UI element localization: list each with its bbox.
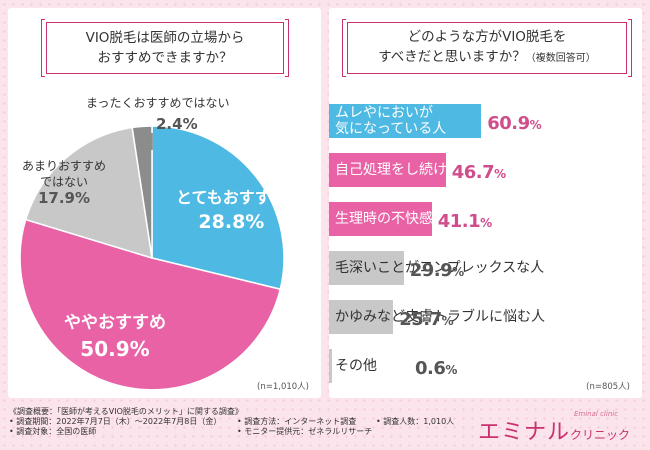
bar-kebukai-value: 29.9%	[410, 260, 464, 281]
bar-question-line-2: すべきだと思いますか？（複数回答可）	[378, 47, 596, 69]
bar-kebukai-value-number: 29.9	[409, 260, 453, 281]
logo-suffix-text: クリニック	[570, 428, 631, 442]
pie-slice-amari	[24, 126, 153, 260]
bar-kayumi-label-line-1: かゆみなど皮膚トラブルに悩む人	[335, 309, 545, 325]
bar-jiko-shori-value-unit: %	[494, 167, 506, 181]
pie-chart	[19, 125, 285, 391]
bar-mure-nioi-value-unit: %	[529, 118, 542, 132]
logo-text: エミナルクリニック	[478, 414, 630, 446]
bar-question-line-1: どのような方がVIO脱毛を	[407, 29, 567, 45]
bar-seiri-value-number: 41.1	[437, 211, 481, 232]
bar-sonota-label-line-1: その他	[335, 358, 377, 374]
bar-mure-nioi-row: ムレやにおいが 気になっている人 60.9%	[329, 100, 642, 140]
pie-label-amari-line-2: ではない	[40, 175, 89, 189]
bar-mure-nioi-value: 60.9%	[487, 113, 541, 134]
bar-mure-nioi-label-line-1: ムレやにおいが	[335, 105, 433, 121]
bar-seiri-label: 生理時の不快感がある人	[335, 198, 489, 240]
pie-question-line-1: VIO脱毛は医師の立場から	[85, 30, 245, 46]
logo-main-text: エミナル	[478, 420, 571, 445]
bar-kayumi-value-unit: %	[441, 314, 454, 328]
bar-sample-size: (n=805人)	[586, 382, 630, 392]
bar-seiri-value: 41.1%	[438, 211, 492, 232]
bar-mure-nioi-value-number: 60.9	[487, 113, 530, 134]
pie-label-yaya-name: ややおすすめ	[64, 313, 166, 333]
bar-kebukai-label: 毛深いことがコンプレックスな人	[335, 247, 544, 289]
bar-sonota-value: 0.6%	[415, 358, 457, 379]
pie-label-mattaku-name: まったくおすすめではない	[86, 96, 230, 110]
survey-method: • 調査方法：インターネット調査	[237, 417, 357, 426]
bar-jiko-shori-value: 46.7%	[452, 162, 506, 183]
bar-jiko-shori-row: 自己処理をし続けている人 46.7%	[329, 149, 642, 189]
survey-period: • 調査期間：2022年7月7日（木）〜2022年7月8日（金）	[9, 417, 222, 426]
bar-panel: どのような方がVIO脱毛を すべきだと思いますか？（複数回答可） ムレやにおいが…	[329, 8, 642, 398]
bar-kayumi-value-number: 25.7	[399, 309, 442, 330]
bar-jiko-shori-fill	[329, 153, 446, 187]
bar-mure-nioi-label: ムレやにおいが 気になっている人	[335, 100, 446, 142]
bar-question-box: どのような方がVIO脱毛を すべきだと思いますか？（複数回答可）	[342, 19, 632, 77]
bar-sonota-label: その他	[335, 345, 377, 387]
pie-label-totemo: とてもおすすめ 28.8%	[176, 186, 287, 234]
bar-mure-nioi-fill	[329, 104, 482, 138]
pie-question-box: VIO脱毛は医師の立場から おすすめできますか？	[41, 19, 289, 77]
survey-target: • 調査対象：全国の医師	[9, 427, 97, 436]
pie-slice-mattaku	[131, 125, 153, 259]
bar-kebukai-label-line-1: 毛深いことがコンプレックスな人	[335, 260, 545, 276]
bar-sonota-row: その他 0.6%	[329, 345, 642, 385]
bar-kayumi-value: 25.7%	[399, 309, 453, 330]
pie-slice-yaya	[19, 218, 282, 391]
pie-value-totemo: 28.8%	[198, 211, 265, 233]
bar-jiko-shori-value-number: 46.7	[451, 162, 495, 183]
survey-count: • 調査人数：1,010人	[376, 417, 455, 426]
survey-provider: • モニター提供元：ゼネラルリサーチ	[237, 427, 373, 436]
pie-value-mattaku: 2.4%	[156, 115, 198, 133]
survey-title: 《調査概要：「医師が考えるVIO脱毛のメリット」に関する調査》	[9, 407, 243, 416]
pie-sample-size: (n=1,010人)	[257, 382, 309, 392]
bar-seiri-fill	[329, 202, 432, 236]
bar-seiri-row: 生理時の不快感がある人 41.1%	[329, 198, 642, 238]
bar-question-note: （複数回答可）	[525, 53, 596, 64]
bar-sonota-fill	[329, 349, 332, 383]
clinic-logo: Eminal clinic エミナルクリニック	[478, 410, 646, 446]
pie-panel: VIO脱毛は医師の立場から おすすめできますか？ まったくおすすめではない 2.…	[8, 8, 321, 398]
pie-label-yaya: ややおすすめ 50.9%	[64, 310, 166, 362]
logo-english: Eminal clinic	[574, 410, 619, 418]
bar-kayumi-fill	[329, 300, 394, 334]
pie-label-totemo-name: とてもおすすめ	[176, 188, 287, 207]
bar-sonota-value-unit: %	[445, 363, 457, 377]
bar-kayumi-label: かゆみなど皮膚トラブルに悩む人	[335, 296, 545, 338]
bar-seiri-value-unit: %	[480, 216, 492, 230]
bar-question-line-2-text: すべきだと思いますか？	[378, 49, 526, 65]
bar-kayumi-row: かゆみなど皮膚トラブルに悩む人 25.7%	[329, 296, 642, 336]
pie-value-yaya: 50.9%	[80, 337, 150, 361]
pie-value-amari: 17.9%	[37, 189, 91, 207]
bar-mure-nioi-label-line-2: 気になっている人	[335, 121, 447, 137]
bar-seiri-label-line-1: 生理時の不快感がある人	[335, 211, 489, 227]
pie-label-mattaku: まったくおすすめではない	[86, 94, 230, 111]
bar-jiko-shori-label-line-1: 自己処理をし続けている人	[335, 162, 503, 178]
pie-label-amari: あまりおすすめ ではない 17.9%	[22, 158, 106, 206]
bar-kebukai-value-unit: %	[452, 265, 464, 279]
bar-jiko-shori-label: 自己処理をし続けている人	[335, 149, 503, 191]
pie-label-amari-line-1: あまりおすすめ	[22, 159, 107, 173]
bar-kebukai-row: 毛深いことがコンプレックスな人 29.9%	[329, 247, 642, 287]
pie-slice-totemo	[151, 125, 285, 291]
bar-kebukai-fill	[329, 251, 404, 285]
pie-question-line-2: おすすめできますか？	[97, 50, 233, 66]
bar-sonota-value-number: 0.6	[415, 358, 446, 379]
